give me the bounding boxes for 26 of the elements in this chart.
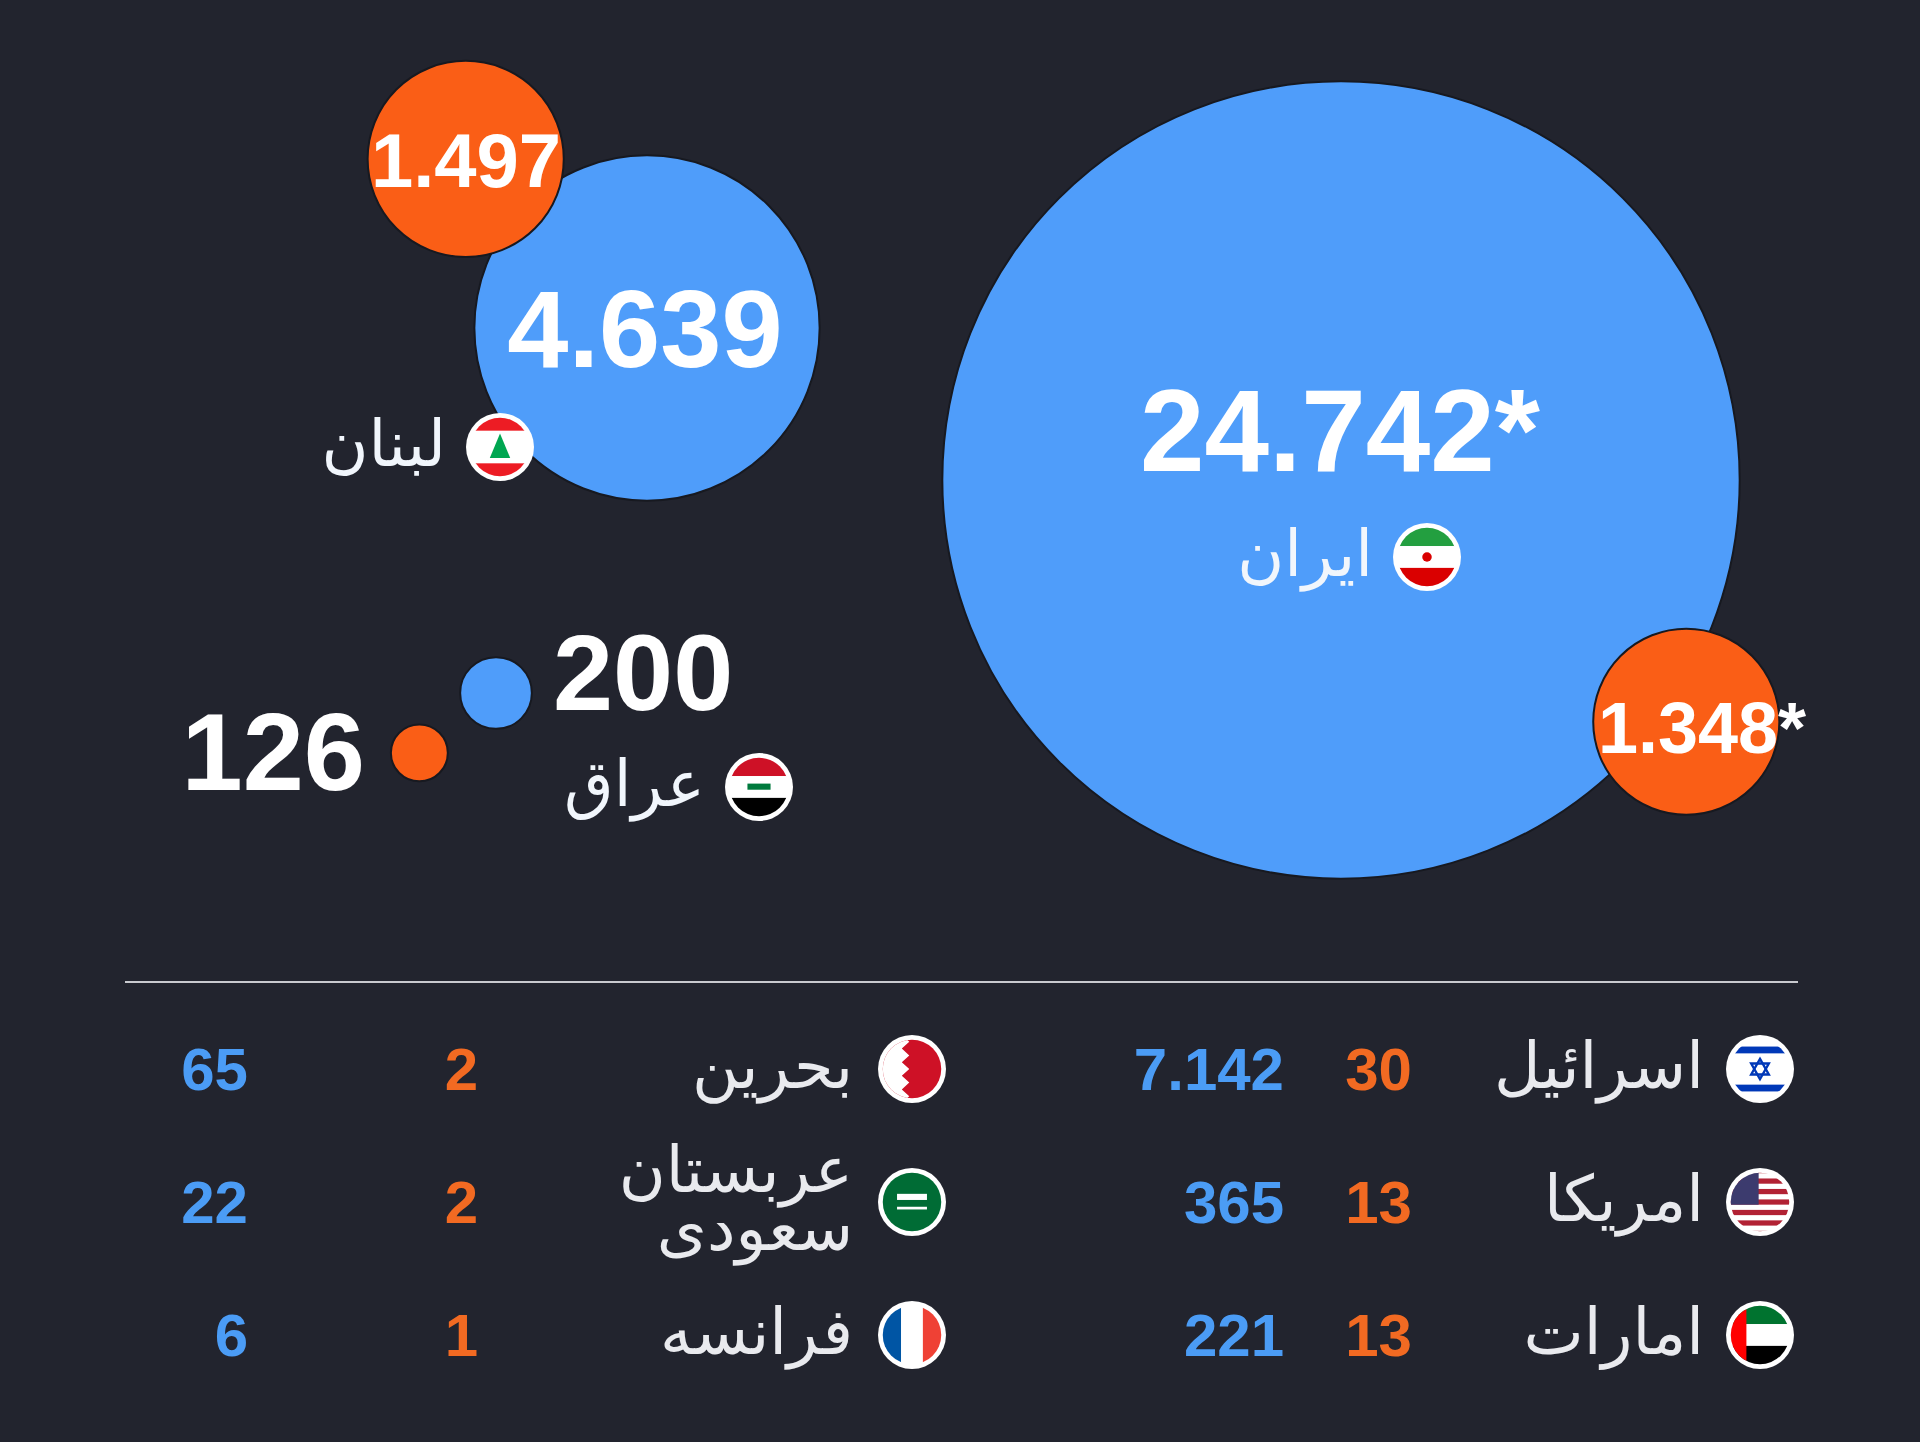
category-label: ایران [1237, 517, 1373, 592]
category-label: لبنان [321, 407, 446, 481]
data-label: 22 [181, 1169, 248, 1236]
category-label: فرانسه [660, 1295, 853, 1370]
category-label: بحرین [692, 1029, 853, 1104]
data-label: 126 [181, 690, 365, 813]
data-label: 200 [553, 612, 734, 733]
data-label: 1.497 [370, 118, 562, 203]
category-label: عراق [564, 747, 705, 822]
category-label: امارات [1523, 1295, 1704, 1370]
data-label: 30 [1345, 1036, 1412, 1103]
category-label: عربستان سعودی [618, 1133, 853, 1266]
data-label: 6 [214, 1302, 248, 1369]
category-label: اسرائیل [1493, 1029, 1704, 1104]
data-label: 24.742* [1140, 366, 1541, 496]
data-label: 13 [1345, 1169, 1412, 1236]
data-label: 4.639 [507, 267, 783, 390]
data-label: 1 [444, 1302, 478, 1369]
data-label: 65 [181, 1036, 248, 1103]
data-label: 2 [444, 1169, 478, 1236]
data-label: 365 [1183, 1169, 1284, 1236]
data-label: 7.142 [1133, 1036, 1284, 1103]
data-label: 2 [444, 1036, 478, 1103]
data-label: 221 [1183, 1302, 1284, 1369]
category-label: امریکا [1543, 1162, 1704, 1237]
data-label: 13 [1345, 1302, 1412, 1369]
